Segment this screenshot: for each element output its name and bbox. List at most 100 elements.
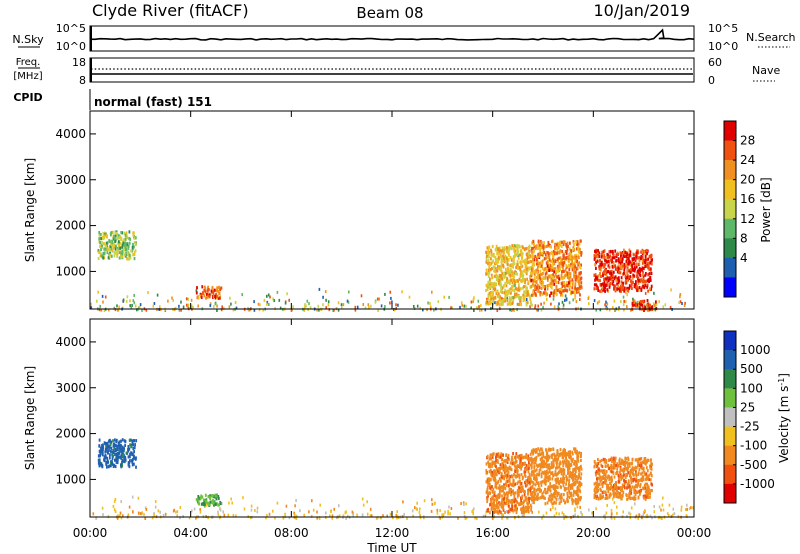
data-cell — [599, 479, 602, 483]
data-cell — [523, 285, 525, 289]
data-cell — [544, 272, 547, 276]
data-cell — [524, 284, 527, 288]
data-cell — [648, 261, 651, 265]
data-cell — [98, 231, 101, 235]
data-cell — [368, 305, 370, 309]
data-cell — [613, 299, 616, 303]
data-cell — [495, 282, 498, 286]
data-cell — [555, 285, 558, 289]
data-cell — [606, 476, 609, 480]
data-cell — [135, 465, 137, 469]
data-cell — [623, 308, 625, 312]
data-cell — [579, 490, 582, 494]
data-cell — [633, 495, 636, 499]
data-cell — [517, 480, 520, 484]
data-cell — [646, 469, 649, 473]
data-cell — [202, 498, 205, 502]
data-cell — [535, 293, 537, 297]
data-cell — [106, 443, 109, 447]
data-cell — [552, 297, 555, 301]
data-cell — [580, 239, 582, 243]
data-cell — [513, 508, 516, 512]
data-cell — [575, 256, 577, 260]
data-cell — [115, 443, 117, 448]
data-cell — [118, 305, 120, 309]
data-cell — [579, 250, 582, 255]
data-cell — [490, 473, 493, 477]
data-cell — [551, 463, 553, 467]
data-cell — [532, 284, 535, 288]
colorbar-tick-label: 100 — [740, 381, 763, 395]
data-cell — [362, 503, 365, 507]
data-cell — [512, 296, 515, 300]
data-cell — [137, 496, 140, 500]
data-cell — [505, 473, 508, 477]
data-cell — [611, 256, 614, 260]
data-cell — [568, 278, 571, 282]
data-cell — [134, 236, 137, 240]
data-cell — [408, 295, 411, 299]
data-cell — [488, 265, 491, 269]
data-cell — [208, 503, 211, 507]
data-cell — [312, 508, 315, 512]
y-tick-label: 2000 — [55, 427, 86, 441]
data-cell — [604, 479, 606, 483]
data-cell — [576, 262, 579, 266]
data-cell — [598, 251, 601, 255]
data-cell — [539, 465, 542, 469]
data-cell — [621, 489, 624, 493]
data-cell — [568, 474, 571, 478]
data-cell — [505, 483, 508, 488]
data-cell — [542, 454, 545, 459]
data-cell — [537, 447, 539, 451]
data-cell — [539, 243, 541, 248]
data-cell — [600, 260, 603, 265]
data-cell — [632, 267, 634, 271]
data-cell — [560, 472, 563, 476]
data-cell — [644, 261, 647, 265]
data-cell — [504, 288, 507, 292]
data-cell — [131, 439, 134, 443]
data-cell — [133, 456, 136, 460]
data-cell — [638, 268, 641, 272]
data-cell — [514, 249, 517, 253]
data-cell — [508, 270, 510, 274]
data-cell — [98, 250, 100, 254]
data-cell — [555, 269, 558, 273]
data-cell — [524, 490, 526, 494]
data-cell — [647, 458, 650, 463]
data-cell — [623, 299, 625, 303]
data-cell — [540, 464, 543, 468]
data-cell — [496, 269, 499, 273]
data-cell — [98, 464, 101, 468]
data-cell — [571, 498, 573, 502]
data-cell — [566, 494, 569, 499]
data-cell — [531, 486, 533, 490]
data-cell — [510, 287, 513, 291]
data-cell — [561, 240, 563, 244]
data-cell — [132, 231, 135, 235]
data-cell — [265, 516, 267, 520]
data-cell — [627, 462, 629, 466]
data-cell — [550, 485, 553, 489]
noise-left-label: N.Sky — [12, 33, 44, 46]
data-cell — [606, 270, 609, 274]
data-cell — [626, 268, 629, 272]
data-cell — [111, 456, 114, 460]
data-cell — [628, 496, 630, 500]
data-cell — [486, 488, 489, 492]
data-cell — [514, 286, 517, 291]
data-cell — [549, 489, 552, 493]
data-cell — [509, 246, 512, 250]
data-cell — [523, 291, 526, 295]
data-cell — [366, 512, 369, 516]
data-cell — [361, 513, 364, 517]
data-cell — [210, 494, 213, 498]
data-cell — [607, 276, 609, 280]
data-cell — [118, 451, 121, 455]
data-cell — [123, 238, 125, 242]
data-cell — [114, 308, 117, 312]
data-cell — [178, 304, 180, 308]
data-cell — [497, 467, 500, 471]
data-cell — [597, 286, 599, 290]
